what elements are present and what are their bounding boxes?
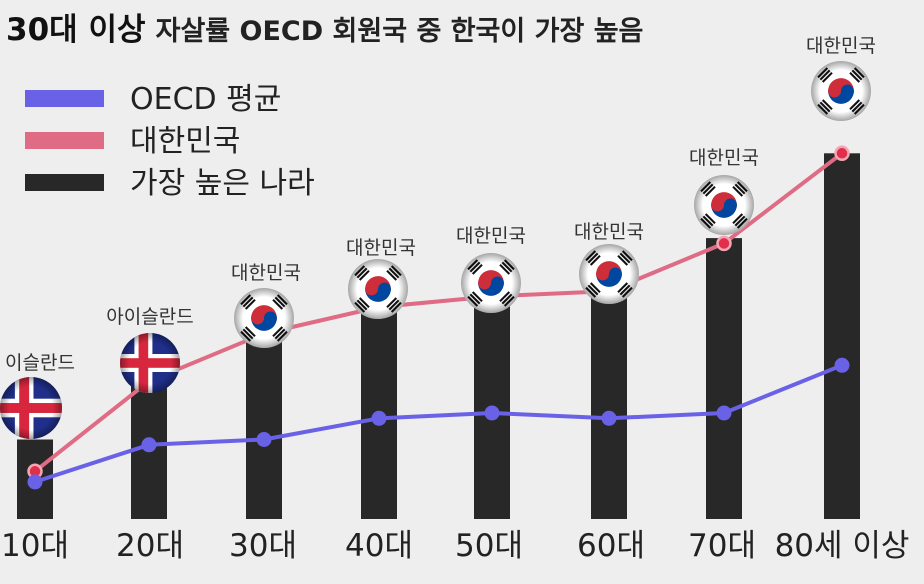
oecd-point: [601, 410, 617, 426]
title-lead: 30대 이상: [6, 12, 146, 48]
korea-flag-icon: [234, 288, 294, 348]
oecd-point: [27, 474, 43, 490]
x-tick-label: 60대: [577, 528, 645, 564]
country-label: 대한민국: [689, 147, 759, 169]
legend-label: 가장 높은 나라: [130, 166, 315, 201]
x-tick-label: 10대: [1, 528, 69, 564]
x-tick-label: 20대: [116, 528, 184, 564]
bar: [591, 291, 627, 519]
oecd-point: [834, 357, 850, 373]
x-tick-label: 50대: [455, 528, 523, 564]
korea-flag-icon: [348, 259, 408, 319]
chart-title: 30대 이상 자살률 OECD 회원국 중 한국이 가장 높음: [6, 4, 643, 49]
legend-swatch: [25, 174, 104, 191]
oecd-point: [256, 432, 272, 447]
x-tick-label: 70대: [688, 528, 756, 564]
country-label: 대한민국: [574, 221, 644, 243]
legend-swatch: [25, 132, 104, 149]
country-label: 대한민국: [456, 225, 526, 247]
iceland-flag-icon: [0, 377, 62, 439]
iceland-flag-icon: [120, 333, 180, 393]
bar: [361, 301, 397, 519]
country-label: 대한민국: [346, 237, 416, 259]
bar: [706, 238, 742, 519]
country-label: 이슬란드: [5, 352, 75, 374]
oecd-series-line: [34, 363, 843, 484]
legend-label: OECD 평균: [130, 82, 281, 117]
legend-label: 대한민국: [130, 124, 240, 159]
oecd-point: [141, 437, 157, 453]
bar: [246, 322, 282, 519]
korea-point: [834, 145, 850, 162]
korea-point: [716, 235, 732, 252]
country-label: 아이슬란드: [106, 306, 193, 328]
country-label: 대한민국: [806, 35, 876, 57]
title-rest: 자살률 OECD 회원국 중 한국이 가장 높음: [155, 16, 644, 47]
x-tick-label: 30대: [229, 528, 297, 564]
country-label: 대한민국: [231, 262, 301, 284]
x-tick-label: 80세 이상: [775, 528, 910, 564]
bar: [824, 153, 860, 520]
oecd-point: [716, 405, 732, 421]
korea-flag-icon: [811, 61, 871, 121]
legend-swatch: [25, 90, 104, 107]
korea-flag-icon: [579, 244, 639, 304]
oecd-point: [371, 410, 387, 426]
x-tick-label: 40대: [345, 528, 413, 564]
korea-flag-icon: [694, 175, 754, 235]
korea-flag-icon: [461, 253, 521, 313]
oecd-point: [484, 405, 500, 421]
